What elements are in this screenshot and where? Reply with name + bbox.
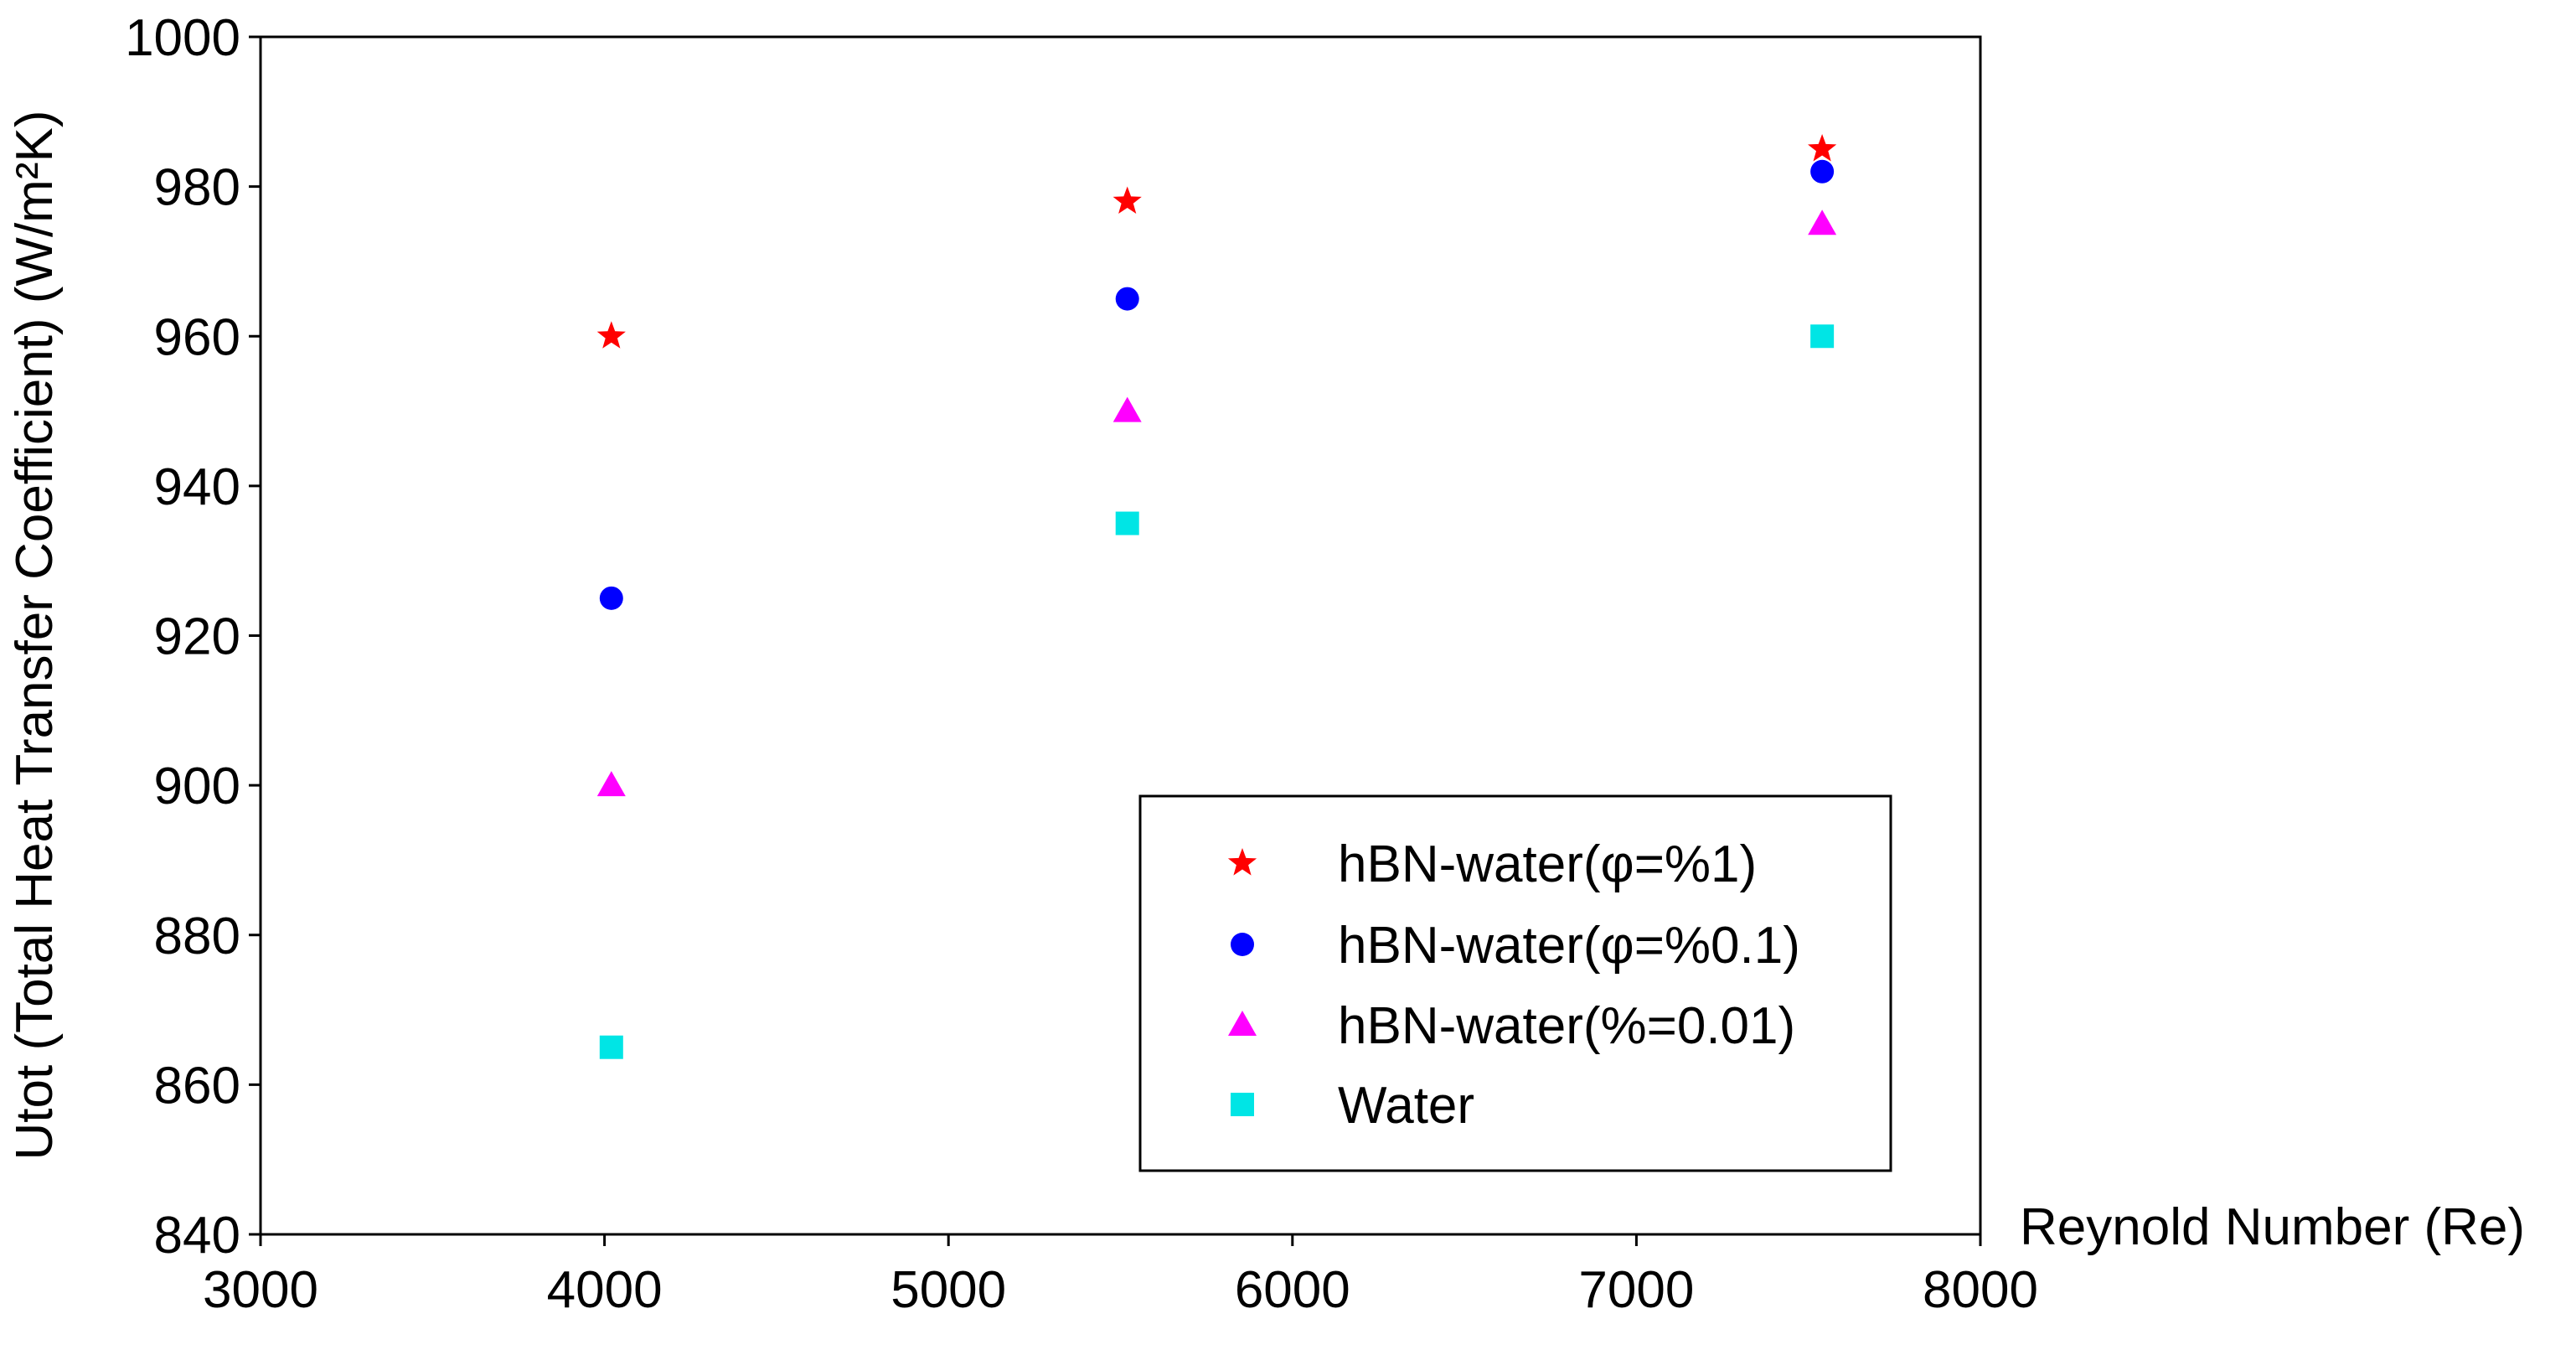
legend-marker-2 xyxy=(1231,933,1254,956)
x-axis: 3000 4000 5000 6000 7000 8000 xyxy=(203,1234,2038,1319)
legend-label-4: Water xyxy=(1338,1077,1474,1135)
y-axis-title: Utot (Total Heat Transfer Coefficient) (… xyxy=(6,111,64,1161)
y-tick-label: 900 xyxy=(154,758,240,815)
x-tick-label: 3000 xyxy=(203,1261,318,1319)
data-point-series-2 xyxy=(1115,287,1139,311)
y-tick-label: 880 xyxy=(154,908,240,965)
data-point-series-3 xyxy=(1808,209,1837,235)
data-point-series-4 xyxy=(1115,511,1139,535)
y-tick-label: 920 xyxy=(154,608,240,666)
data-points xyxy=(596,134,1837,1059)
y-tick-label: 840 xyxy=(154,1207,240,1265)
x-axis-title: Reynold Number (Re) xyxy=(2020,1198,2525,1256)
legend: hBN-water(φ=%1) hBN-water(φ=%0.1) hBN-wate… xyxy=(1138,794,1892,1172)
x-tick-label: 5000 xyxy=(891,1261,1006,1319)
legend-box xyxy=(1138,794,1892,1172)
data-point-series-3 xyxy=(1112,396,1142,422)
x-tick-label: 8000 xyxy=(1923,1261,2038,1319)
data-point-series-4 xyxy=(1810,324,1835,349)
legend-marker-1 xyxy=(1227,848,1257,876)
data-point-series-3 xyxy=(596,771,626,797)
legend-label-3: hBN-water(%=0.01) xyxy=(1338,997,1795,1055)
data-point-series-2 xyxy=(599,586,623,610)
data-point-series-2 xyxy=(1810,159,1835,184)
x-tick-label: 7000 xyxy=(1578,1261,1694,1319)
y-tick-label: 1000 xyxy=(125,9,240,67)
data-point-series-1 xyxy=(1808,134,1837,162)
y-tick-label: 940 xyxy=(154,458,240,516)
y-tick-label: 860 xyxy=(154,1057,240,1115)
data-point-series-1 xyxy=(1112,186,1142,214)
x-tick-label: 6000 xyxy=(1235,1261,1350,1319)
y-tick-label: 980 xyxy=(154,159,240,217)
legend-label-1: hBN-water(φ=%1) xyxy=(1338,835,1757,893)
y-tick-label: 960 xyxy=(154,308,240,366)
legend-marker-3 xyxy=(1228,1011,1257,1036)
data-point-series-4 xyxy=(599,1035,623,1059)
x-tick-label: 4000 xyxy=(547,1261,663,1319)
data-point-series-1 xyxy=(596,321,626,349)
y-axis: 840 860 880 900 920 940 960 980 1000 xyxy=(125,9,261,1265)
legend-label-2: hBN-water(φ=%0.1) xyxy=(1338,917,1800,975)
legend-marker-4 xyxy=(1231,1093,1254,1116)
